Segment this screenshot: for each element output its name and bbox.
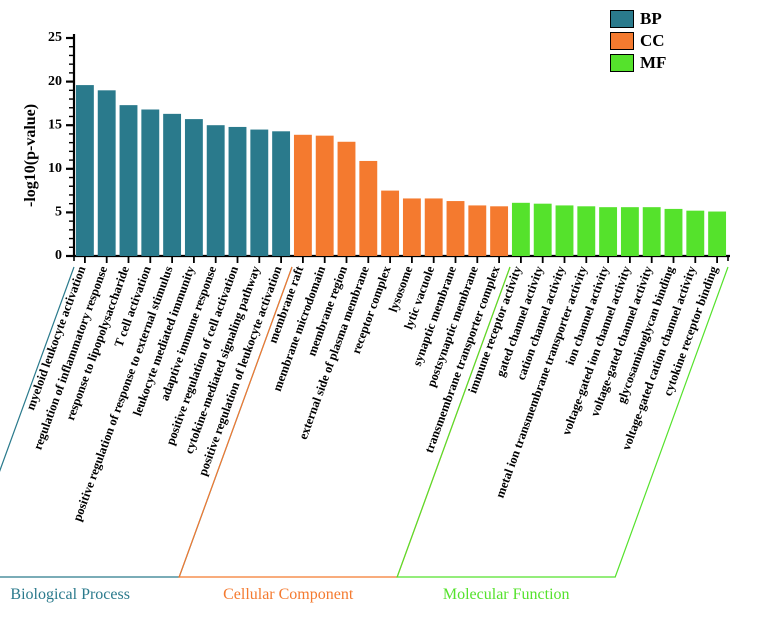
bar (577, 206, 595, 256)
bar (98, 90, 116, 256)
bar (665, 209, 683, 256)
bar (316, 136, 334, 256)
bar (686, 211, 704, 256)
bar (229, 127, 247, 256)
bar (120, 105, 138, 256)
y-axis-label: -log10(p-value) (22, 104, 40, 207)
bar (490, 206, 508, 256)
go-enrichment-bar-chart: BPCCMF -log10(p-value) 0510152025myeloid… (0, 0, 767, 623)
group-label: Biological Process (10, 586, 130, 603)
y-tick-label: 15 (48, 117, 62, 132)
bar (163, 114, 181, 256)
bar (141, 110, 159, 257)
bar (621, 207, 639, 256)
bar (403, 198, 421, 256)
y-tick-label: 10 (48, 161, 62, 176)
legend-swatch (610, 54, 634, 72)
y-tick-label: 0 (55, 248, 62, 263)
bar (512, 203, 530, 256)
y-tick-label: 5 (55, 205, 62, 220)
bar (643, 207, 661, 256)
legend-label: MF (640, 53, 666, 73)
bar (207, 125, 225, 256)
bar (76, 85, 94, 256)
bar (425, 198, 443, 256)
legend-label: BP (640, 9, 662, 29)
legend: BPCCMF (610, 8, 666, 74)
group-label: Cellular Component (223, 586, 354, 603)
group-label: Molecular Function (443, 586, 570, 603)
bar (534, 204, 552, 256)
bar (250, 130, 268, 256)
bar (272, 131, 290, 256)
bar (359, 161, 377, 256)
legend-label: CC (640, 31, 665, 51)
legend-item-bp: BP (610, 8, 666, 30)
bar (599, 207, 617, 256)
legend-item-mf: MF (610, 52, 666, 74)
bar (294, 135, 312, 256)
bar (338, 142, 356, 256)
chart-svg: 0510152025myeloid leukocyte activationre… (0, 0, 767, 623)
bar (556, 205, 574, 256)
y-tick-label: 20 (48, 74, 62, 89)
legend-item-cc: CC (610, 30, 666, 52)
y-tick-label: 25 (48, 30, 62, 45)
bar (381, 191, 399, 256)
legend-swatch (610, 32, 634, 50)
legend-swatch (610, 10, 634, 28)
bar (447, 201, 465, 256)
bar (468, 205, 486, 256)
bar (708, 212, 726, 256)
bar (185, 119, 203, 256)
